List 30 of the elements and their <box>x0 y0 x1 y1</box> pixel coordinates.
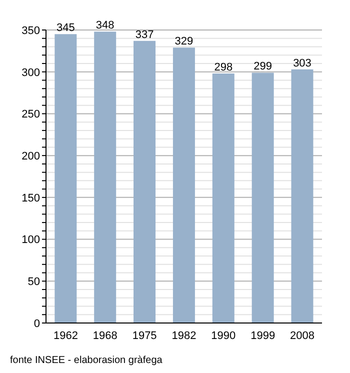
x-tick-label: 1962 <box>53 330 78 342</box>
data-label: 345 <box>56 22 75 34</box>
x-tick-label: 1982 <box>172 330 196 342</box>
x-tick-label: 1999 <box>250 330 276 342</box>
bar <box>134 40 156 323</box>
bar <box>252 72 274 323</box>
data-label: 303 <box>293 57 312 70</box>
bar <box>94 32 116 323</box>
y-tick-label: 100 <box>22 234 40 246</box>
y-tick-label: 350 <box>22 24 40 37</box>
bar <box>172 48 195 323</box>
bar <box>212 74 234 323</box>
data-label: 298 <box>214 62 233 74</box>
y-tick-label: 250 <box>22 108 40 121</box>
y-tick-label: 50 <box>28 276 40 288</box>
y-tick-label: 200 <box>22 150 40 162</box>
y-tick-label: 0 <box>34 318 40 330</box>
x-tick-label: 1990 <box>211 330 236 342</box>
data-label: 299 <box>254 60 272 73</box>
y-tick-label: 150 <box>22 192 40 204</box>
bar <box>54 34 77 323</box>
source-note: fonte INSEE - elaborasion gràfega <box>10 355 164 366</box>
data-label: 348 <box>96 20 114 32</box>
data-label: 329 <box>174 36 194 48</box>
x-tick-label: 1975 <box>132 330 157 342</box>
x-tick-label: 1968 <box>92 330 118 342</box>
y-tick-label: 300 <box>22 66 40 79</box>
bar <box>291 69 314 323</box>
x-tick-label: 2008 <box>290 330 315 342</box>
data-label: 337 <box>135 28 154 41</box>
